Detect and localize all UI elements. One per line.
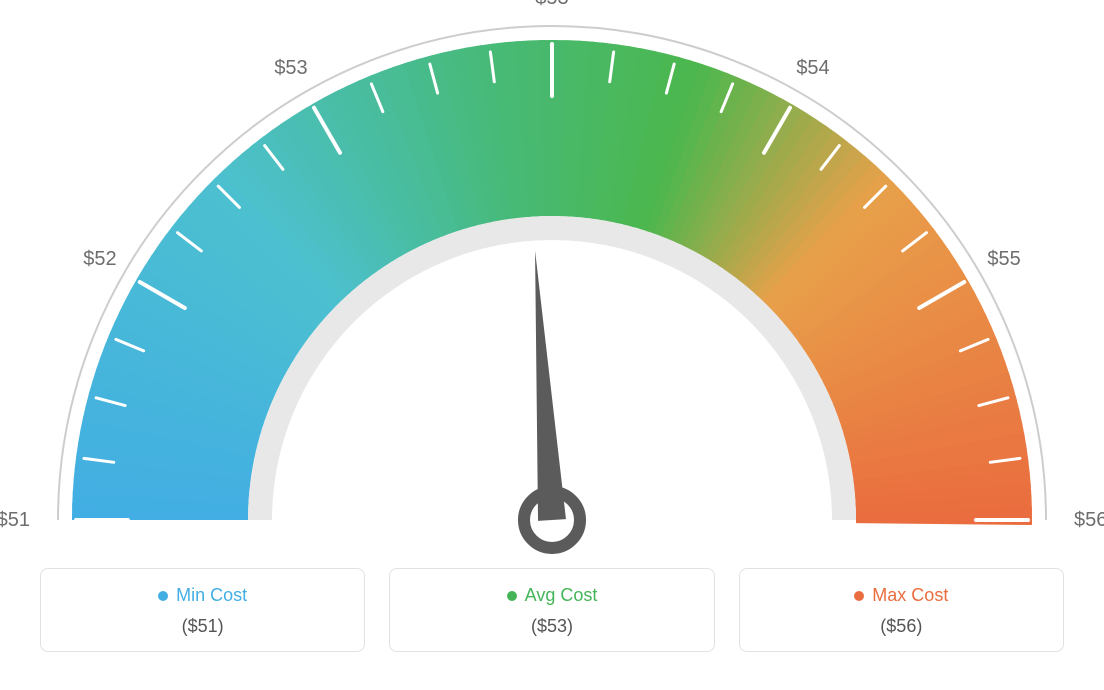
gauge-chart: $51 $52 $53 $53 $54 $55 $56 [0, 0, 1104, 560]
svg-text:$53: $53 [535, 0, 568, 9]
legend-avg-value: ($53) [410, 616, 693, 637]
svg-text:$54: $54 [796, 57, 829, 79]
legend-avg-label: Avg Cost [525, 585, 598, 606]
legend-max-label: Max Cost [872, 585, 948, 606]
svg-text:$51: $51 [0, 509, 30, 531]
svg-text:$55: $55 [987, 248, 1020, 270]
dot-min [158, 591, 168, 601]
legend-max-label-row: Max Cost [760, 585, 1043, 606]
legend-max-value: ($56) [760, 616, 1043, 637]
legend-min-label-row: Min Cost [61, 585, 344, 606]
svg-text:$52: $52 [83, 248, 116, 270]
svg-text:$56: $56 [1074, 509, 1104, 531]
legend-min-value: ($51) [61, 616, 344, 637]
dot-avg [507, 591, 517, 601]
gauge-svg: $51 $52 $53 $53 $54 $55 $56 [0, 0, 1104, 560]
dot-max [854, 591, 864, 601]
legend-avg: Avg Cost ($53) [389, 568, 714, 652]
legend: Min Cost ($51) Avg Cost ($53) Max Cost (… [0, 568, 1104, 652]
legend-min-label: Min Cost [176, 585, 247, 606]
svg-text:$53: $53 [274, 57, 307, 79]
legend-avg-label-row: Avg Cost [410, 585, 693, 606]
legend-min: Min Cost ($51) [40, 568, 365, 652]
legend-max: Max Cost ($56) [739, 568, 1064, 652]
